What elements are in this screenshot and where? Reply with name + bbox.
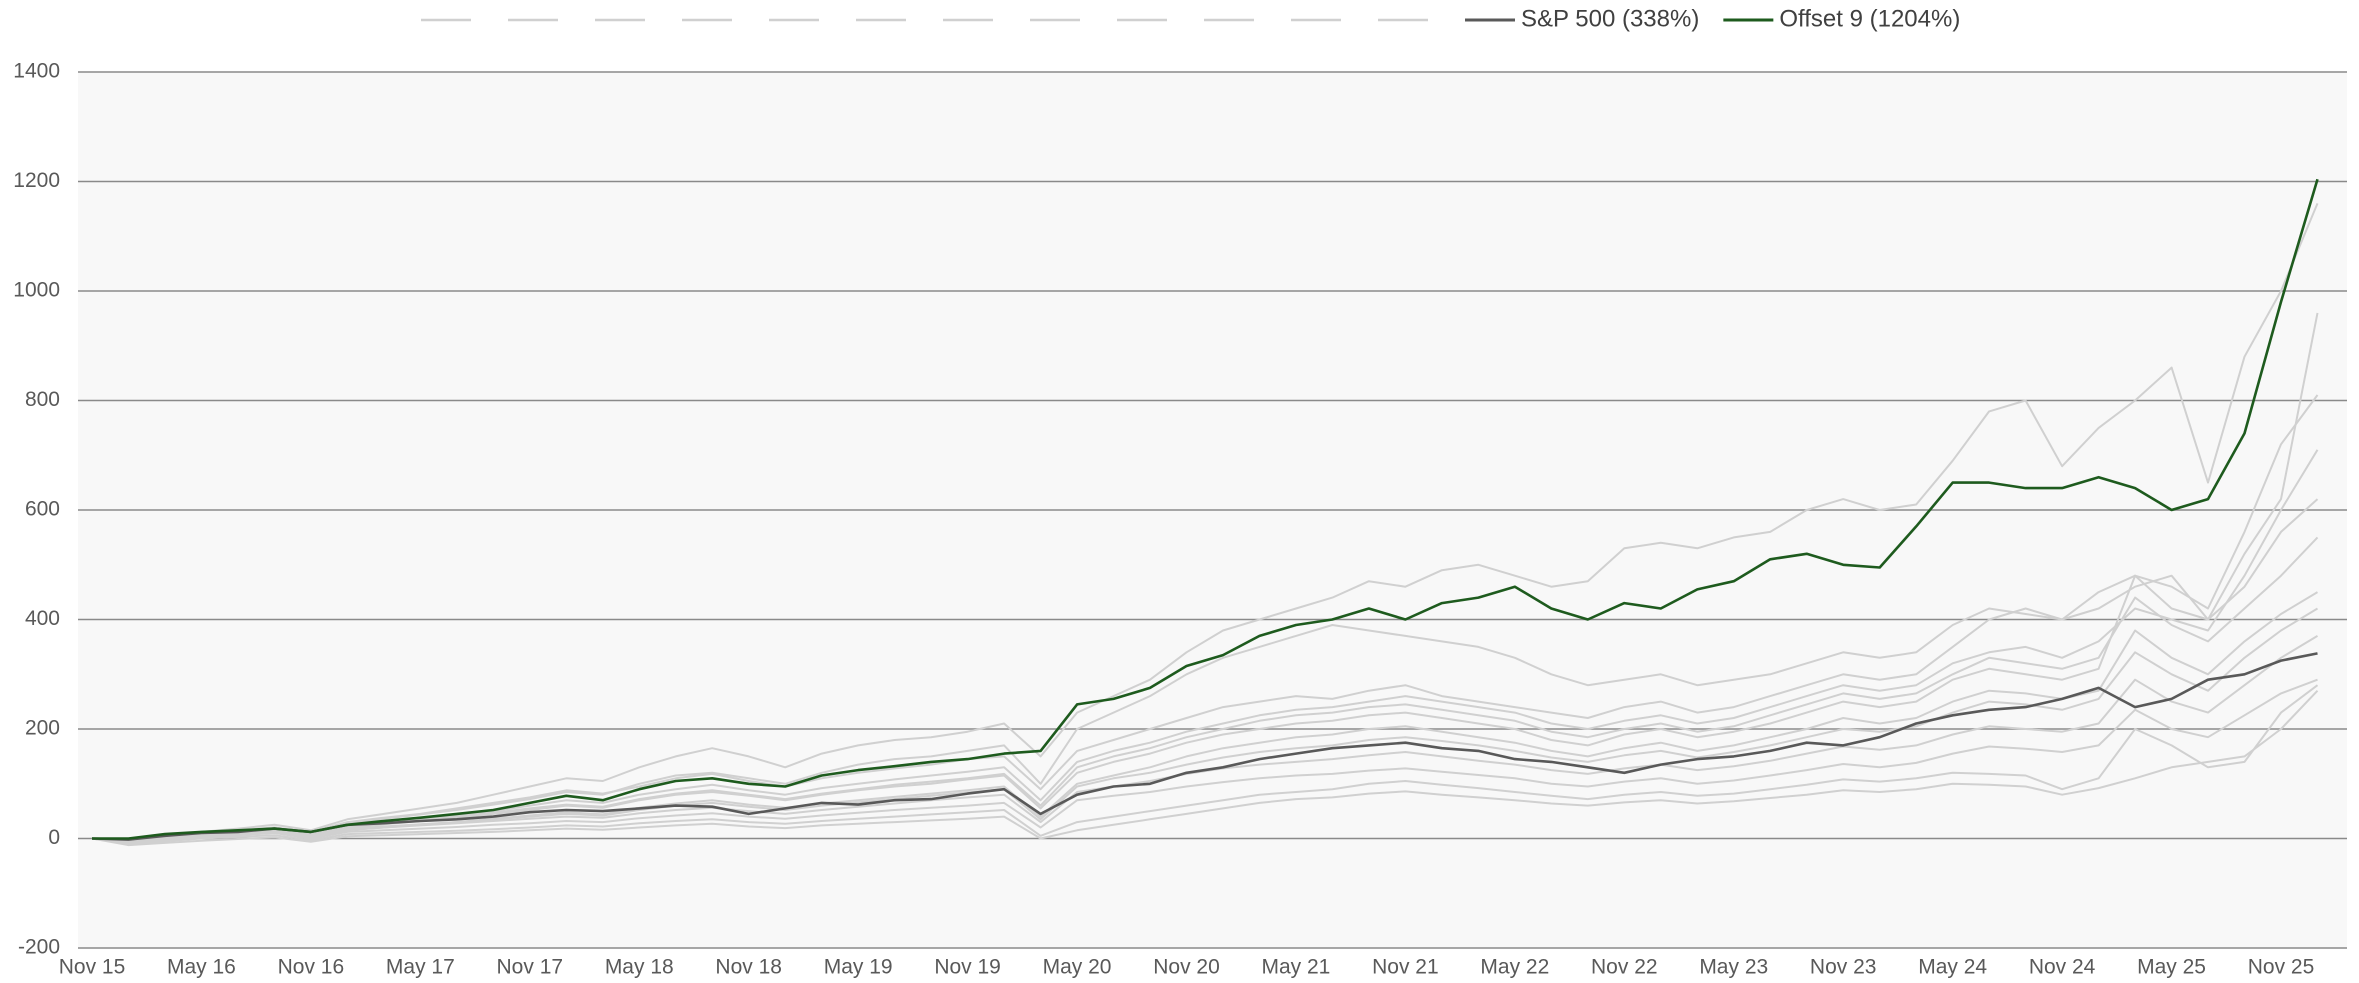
- legend-label: Offset 9 (1204%): [1779, 5, 1960, 32]
- series-line: [91, 312, 2319, 844]
- x-tick-label: Nov 21: [1372, 956, 1439, 979]
- y-tick-label: 1200: [13, 169, 60, 192]
- legend-label: S&P 500 (338%): [1521, 5, 1699, 32]
- x-tick-label: Nov 23: [1810, 956, 1877, 979]
- y-tick-label: 0: [48, 826, 60, 849]
- x-tick-label: May 17: [386, 956, 455, 979]
- x-tick-label: Nov 15: [59, 956, 126, 979]
- x-tick-label: Nov 16: [278, 956, 345, 979]
- series-line: [91, 203, 2319, 843]
- series-line: [91, 394, 2319, 843]
- x-tick-label: May 25: [2137, 956, 2206, 979]
- x-tick-label: Nov 24: [2029, 956, 2096, 979]
- series-line: [91, 652, 2318, 841]
- x-tick-label: Nov 19: [934, 956, 1001, 979]
- x-tick-label: May 22: [1480, 956, 1549, 979]
- x-tick-label: Nov 17: [497, 956, 564, 979]
- y-tick-label: 1000: [13, 279, 60, 302]
- x-tick-label: May 16: [167, 956, 236, 979]
- x-tick-label: May 19: [824, 956, 893, 979]
- x-tick-label: May 18: [605, 956, 674, 979]
- x-tick-label: May 20: [1043, 956, 1112, 979]
- y-tick-label: 800: [25, 388, 60, 411]
- x-tick-label: May 21: [1262, 956, 1331, 979]
- series-line: [91, 684, 2319, 845]
- series-line: [91, 536, 2319, 841]
- series-line: [92, 178, 2319, 840]
- x-tick-label: Nov 20: [1153, 956, 1220, 979]
- y-tick-label: -200: [18, 936, 60, 959]
- x-tick-label: Nov 25: [2248, 956, 2315, 979]
- series-line: [91, 678, 2318, 844]
- y-tick-label: 1400: [13, 60, 60, 83]
- series-line: [91, 607, 2319, 845]
- series-line: [91, 498, 2319, 842]
- x-tick-label: Nov 22: [1591, 956, 1658, 979]
- y-tick-label: 600: [25, 498, 60, 521]
- series-line: [91, 449, 2319, 842]
- series-line: [91, 690, 2319, 847]
- x-tick-label: May 23: [1699, 956, 1768, 979]
- y-tick-label: 400: [25, 607, 60, 630]
- y-tick-label: 200: [25, 717, 60, 740]
- x-tick-label: May 24: [1918, 956, 1987, 979]
- x-tick-label: Nov 18: [715, 956, 782, 979]
